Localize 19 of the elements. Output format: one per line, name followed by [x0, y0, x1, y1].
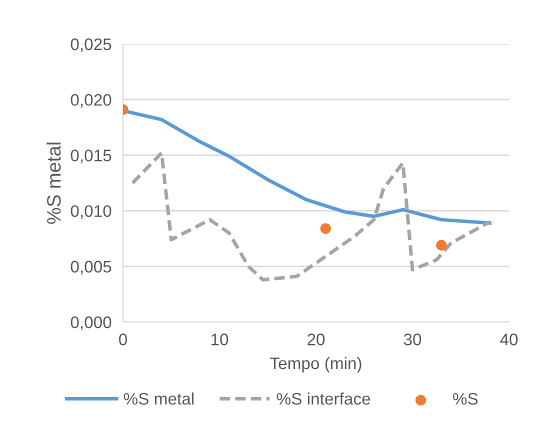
line-series [130, 151, 492, 282]
legend-label: %S interface [276, 392, 370, 405]
y-tick-label: 0,025 [70, 38, 112, 52]
y-tick-label: 0,005 [70, 260, 112, 275]
y-tick-label: 0,020 [70, 94, 112, 108]
x-tick-label: 10 [212, 334, 228, 346]
y-tick-label: 0,010 [70, 205, 112, 219]
y-axis-title: %S metal [46, 142, 61, 224]
x-tick-label: 0 [119, 334, 127, 346]
point [436, 240, 447, 251]
point [320, 223, 332, 234]
y-tick-label: 0,000 [70, 316, 112, 330]
x-tick-label: 40 [500, 334, 518, 346]
x-tick-label: 30 [404, 334, 422, 346]
x-tick-label: 20 [308, 334, 325, 346]
y-tick-label: 0,015 [70, 150, 112, 164]
x-axis-title: Tempo (min) [270, 356, 362, 373]
legend-label: %S metal [124, 392, 194, 405]
legend-label: %S [453, 392, 478, 405]
